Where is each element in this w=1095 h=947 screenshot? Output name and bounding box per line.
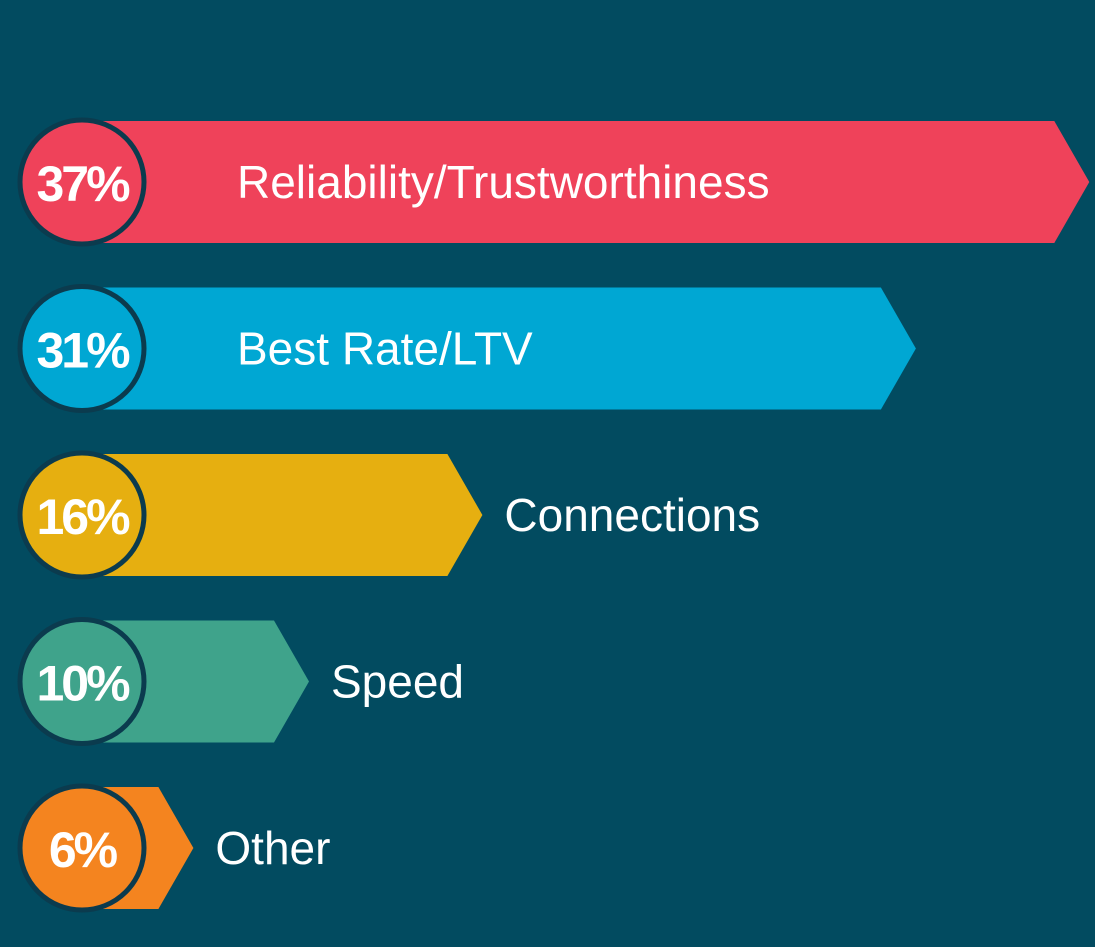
value-label: 10% [36,656,130,712]
category-label: Speed [331,656,464,708]
bar [90,454,483,576]
bar [90,620,309,743]
value-label: 31% [36,323,130,379]
value-badge [17,284,147,413]
bar [90,121,1090,243]
value-label: 6% [49,822,118,878]
category-label: Connections [504,489,760,541]
value-badge [17,117,147,247]
value-badge [17,783,147,913]
category-label: Reliability/Trustworthiness [237,156,770,208]
bar [90,287,916,410]
category-label: Other [215,822,330,874]
value-label: 37% [36,156,130,212]
category-label: Best Rate/LTV [237,323,533,375]
value-label: 16% [36,489,130,545]
value-badge [17,617,147,746]
value-badge [17,450,147,580]
